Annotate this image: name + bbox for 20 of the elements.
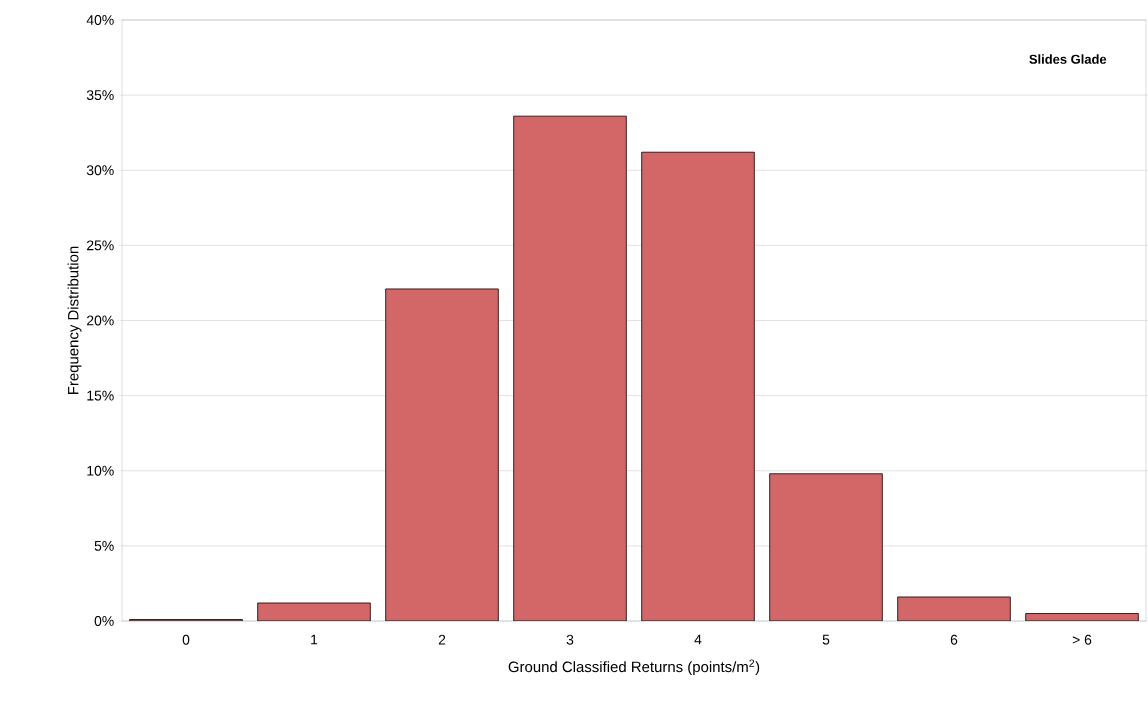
y-tick-label: 0%: [94, 616, 114, 626]
x-tick-label: 0: [182, 634, 190, 645]
y-tick-label: 5%: [94, 540, 114, 551]
y-tick-label: 15%: [87, 390, 114, 401]
x-tick-label: 4: [694, 634, 702, 645]
y-axis-title: Frequency Distribution: [67, 246, 82, 395]
y-tick-label: 35%: [86, 90, 114, 101]
y-tick-label: 40%: [86, 15, 114, 25]
y-tick-label: 25%: [87, 240, 114, 251]
x-tick-label: 2: [438, 634, 446, 645]
x-tick-label: > 6: [1072, 634, 1092, 645]
x-axis-title: Ground Classified Returns (points/m$^{2}$): [508, 659, 760, 676]
x-tick-label: 3: [566, 634, 574, 645]
x-tick-label: 6: [950, 634, 958, 645]
x-tick-label: 1: [311, 634, 318, 645]
y-tick-label: 10%: [87, 465, 114, 476]
y-tick-label: 30%: [86, 165, 114, 176]
y-tick-label: 20%: [87, 315, 114, 326]
annotation: Slides Glade: [1029, 54, 1107, 64]
x-tick-label: 5: [822, 634, 830, 645]
